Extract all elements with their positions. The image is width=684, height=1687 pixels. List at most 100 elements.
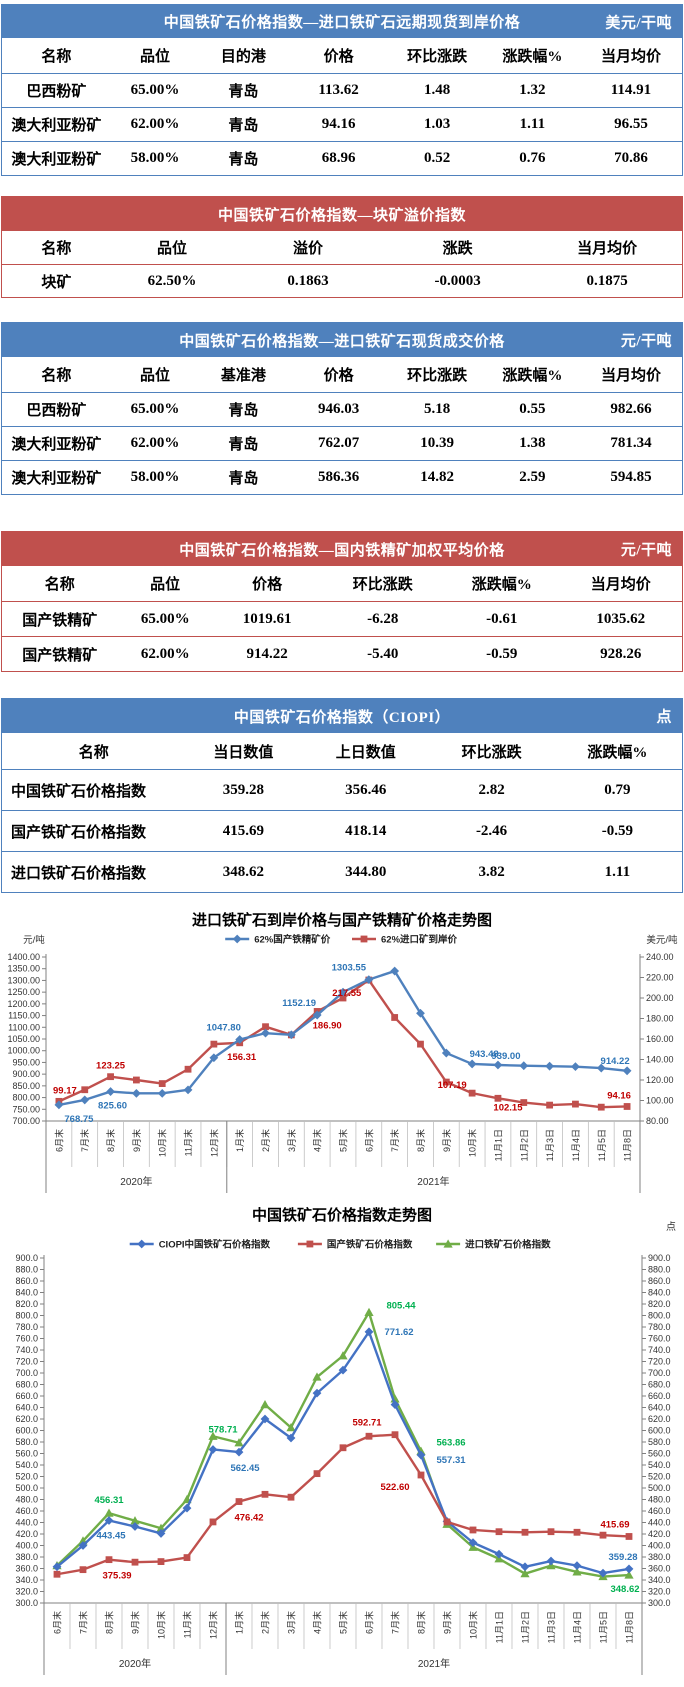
right-tick-label: 480.0	[648, 1495, 671, 1505]
right-tick-label: 680.0	[648, 1380, 671, 1390]
series-marker-0	[80, 1095, 90, 1105]
table-cell: 94.16	[321, 116, 356, 132]
series-marker-0	[416, 1450, 426, 1460]
data-label: 1047.80	[207, 1023, 241, 1034]
right-tick-label: 340.0	[648, 1575, 671, 1585]
column-header: 目的港	[220, 49, 266, 65]
x-tick-label: 8月末	[415, 1129, 426, 1152]
series-marker-1	[313, 1470, 321, 1478]
left-tick-label: 560.0	[15, 1449, 38, 1459]
table-header-row: 名称 品位 价格 环比涨跌 涨跌幅% 当月均价	[2, 566, 682, 601]
table-cell: 781.34	[610, 435, 652, 451]
table-title-bar: 中国铁矿石价格指数（CIOPI） 点	[2, 699, 682, 733]
table-title-bar: 中国铁矿石价格指数—进口铁矿石现货成交价格 元/干吨	[2, 323, 682, 357]
left-tick-label: 300.0	[15, 1598, 38, 1608]
column-header: 价格	[323, 49, 354, 65]
left-tick-label: 1350.00	[7, 964, 40, 974]
right-tick-label: 460.0	[648, 1506, 671, 1516]
series-marker-1	[597, 1103, 605, 1111]
table-title-bar: 中国铁矿石价格指数—块矿溢价指数	[2, 197, 682, 231]
table-cell: 65.00%	[130, 82, 180, 98]
right-tick-label: 440.0	[648, 1518, 671, 1528]
series-marker-2	[234, 1438, 244, 1447]
left-tick-label: 700.00	[12, 1116, 40, 1126]
right-tick-label: 360.0	[648, 1564, 671, 1574]
table-cell: 青岛	[228, 118, 259, 134]
table-cell: 0.79	[604, 781, 631, 798]
data-label: 123.25	[96, 1061, 126, 1072]
left-tick-label: 540.0	[15, 1460, 38, 1470]
table-cell: -2.46	[475, 822, 508, 839]
series-marker-0	[622, 1066, 632, 1076]
series-marker-0	[312, 1010, 322, 1020]
table-cell: 62.00%	[130, 435, 180, 451]
table-cell: 1.32	[519, 82, 546, 98]
column-header: 涨跌幅%	[471, 577, 532, 593]
legend-label: 进口铁矿石价格指数	[465, 1239, 551, 1251]
table-cell: 359.28	[222, 781, 265, 798]
table-cell: 0.76	[519, 150, 546, 166]
left-tick-label: 700.0	[15, 1368, 38, 1378]
data-label: 217.55	[332, 988, 362, 999]
table: 中国铁矿石价格指数—进口铁矿石现货成交价格 元/干吨 名称 品位 基准港 价格 环比涨跌 涨跌…	[1, 322, 683, 495]
left-tick-label: 580.0	[15, 1437, 38, 1447]
series-marker-1	[339, 1444, 347, 1452]
axis-unit: 点	[666, 1221, 676, 1233]
table-cell: 青岛	[228, 84, 259, 100]
series-marker-1	[365, 1432, 373, 1440]
data-label: 522.60	[380, 1482, 409, 1493]
table-cell: 762.07	[317, 435, 360, 451]
table-cell: 0.55	[519, 401, 546, 417]
table-title: 中国铁矿石价格指数—块矿溢价指数	[217, 207, 466, 224]
column-header: 名称	[41, 49, 72, 65]
left-tick-label: 360.0	[15, 1564, 38, 1574]
table-row: 澳大利亚粉矿 58.00% 青岛 68.96 0.52 0.76 70.86	[2, 141, 682, 175]
right-tick-label: 520.0	[648, 1472, 671, 1482]
right-tick-label: 880.0	[648, 1265, 671, 1275]
table-cell: 澳大利亚粉矿	[11, 152, 102, 168]
series-marker-1	[469, 1526, 477, 1534]
table-cell: 65.00%	[140, 610, 190, 627]
x-tick-label: 7月末	[78, 1611, 89, 1634]
column-header: 名称	[78, 744, 109, 761]
x-tick-label: 9月末	[441, 1129, 452, 1152]
left-tick-label: 460.0	[15, 1506, 38, 1516]
column-header: 品位	[150, 577, 181, 593]
left-tick-label: 1200.00	[7, 999, 40, 1009]
series-marker-1	[105, 1556, 113, 1564]
chart-import-vs-domestic-price-trend: 进口铁矿石到岸价格与国产铁精矿价格走势图 元/吨 美元/吨 62%国产铁精矿价 62%进…	[0, 909, 684, 1204]
table-row: 国产铁精矿 65.00% 1019.61 -6.28 -0.61 1035.62	[2, 601, 682, 636]
table-cell: 344.80	[345, 863, 387, 880]
x-tick-label: 12月末	[208, 1129, 219, 1157]
series-marker-0	[390, 966, 400, 976]
column-header: 名称	[44, 577, 75, 593]
x-tick-label: 8月末	[416, 1611, 427, 1634]
column-header: 上日数值	[335, 744, 396, 761]
right-tick-label: 140.00	[646, 1055, 674, 1065]
column-header: 当日数值	[213, 744, 274, 761]
right-tick-label: 380.0	[648, 1552, 671, 1562]
table-cell: 65.00%	[130, 401, 180, 417]
table-cell: 青岛	[228, 437, 259, 453]
series-marker-1	[546, 1101, 554, 1109]
data-label: 557.31	[436, 1455, 466, 1466]
table-cell: 巴西粉矿	[26, 403, 87, 419]
table-cell: 0.1875	[586, 272, 628, 289]
right-tick-label: 220.00	[646, 973, 674, 983]
series-marker-1	[391, 1431, 399, 1439]
series-marker-1	[573, 1528, 581, 1536]
series-marker-1	[623, 1103, 631, 1110]
table-cell: -0.59	[486, 645, 518, 662]
left-tick-label: 1000.00	[7, 1046, 40, 1056]
table: 中国铁矿石价格指数—块矿溢价指数 名称 品位 溢价 涨跌 当月均价 块矿 62.50% 0.18…	[1, 196, 683, 298]
series-marker-1	[520, 1099, 528, 1106]
series-marker-1	[261, 1490, 269, 1498]
table-unit: 元/干吨	[620, 542, 672, 559]
table-cell: 1.11	[519, 116, 546, 132]
data-label: 914.22	[601, 1056, 630, 1067]
series-marker-1	[132, 1076, 140, 1084]
table-import-forward-cfr-price: 中国铁矿石价格指数—进口铁矿石远期现货到岸价格 美元/干吨 名称 品位 目的港 价格 环比涨…	[1, 4, 683, 176]
series-marker-1	[183, 1554, 191, 1561]
table-cell: 70.86	[614, 150, 648, 166]
